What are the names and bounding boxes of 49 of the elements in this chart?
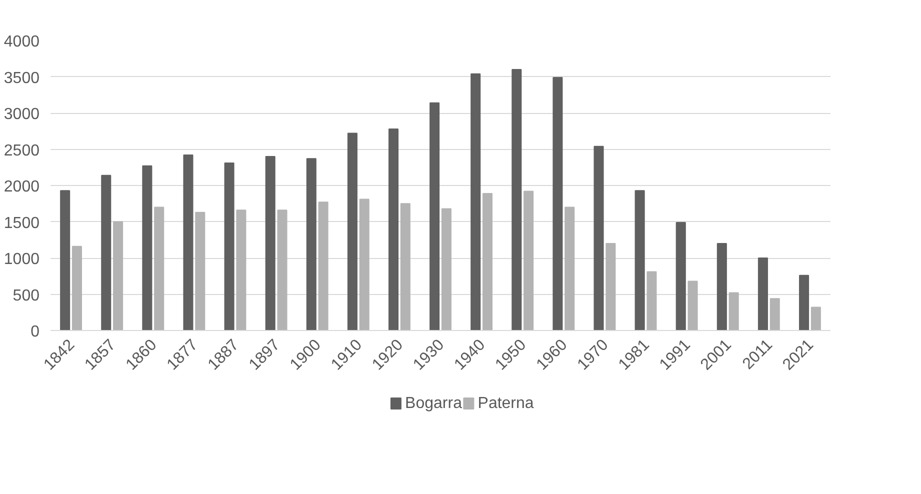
y-tick-label: 3500	[4, 70, 40, 87]
bar	[400, 203, 410, 330]
legend-label: Bogarra	[405, 395, 462, 412]
bar	[306, 158, 316, 330]
bar	[676, 222, 686, 330]
y-tick-label: 500	[12, 287, 40, 304]
bar	[810, 306, 821, 330]
bar	[770, 298, 780, 330]
bar	[564, 206, 575, 330]
bar	[101, 174, 112, 330]
bar	[728, 292, 739, 330]
bar	[758, 258, 768, 330]
bar	[60, 190, 70, 330]
bar	[388, 128, 399, 330]
bar	[318, 202, 328, 330]
bar	[688, 280, 698, 330]
bar	[72, 246, 82, 330]
bar	[512, 69, 522, 330]
bar	[594, 146, 604, 330]
bar	[430, 102, 440, 330]
bar	[154, 206, 164, 330]
bar	[646, 271, 657, 330]
y-tick-label: 0	[30, 324, 40, 340]
bar	[470, 73, 481, 330]
bar	[183, 154, 194, 330]
bar	[799, 274, 810, 330]
y-tick-label: 2000	[4, 178, 40, 196]
y-tick-label: 2500	[4, 142, 40, 160]
bar	[552, 76, 563, 330]
legend-label: Paterna	[478, 395, 534, 412]
bar	[441, 208, 452, 330]
bar	[347, 132, 358, 330]
y-tick-label: 1000	[4, 251, 40, 268]
bar	[524, 190, 534, 330]
bar	[195, 212, 206, 330]
y-tick-label: 1500	[4, 214, 40, 232]
bar	[236, 210, 246, 330]
y-tick-label: 3000	[4, 106, 40, 123]
bar	[224, 162, 234, 330]
bar	[606, 243, 616, 330]
bar	[634, 190, 645, 330]
y-tick-label: 4000	[4, 34, 40, 50]
bar	[265, 156, 276, 330]
bar	[142, 165, 152, 330]
bar	[359, 198, 370, 330]
bar	[277, 210, 288, 330]
bar	[482, 192, 493, 330]
bar	[113, 221, 124, 330]
bar	[716, 243, 727, 330]
